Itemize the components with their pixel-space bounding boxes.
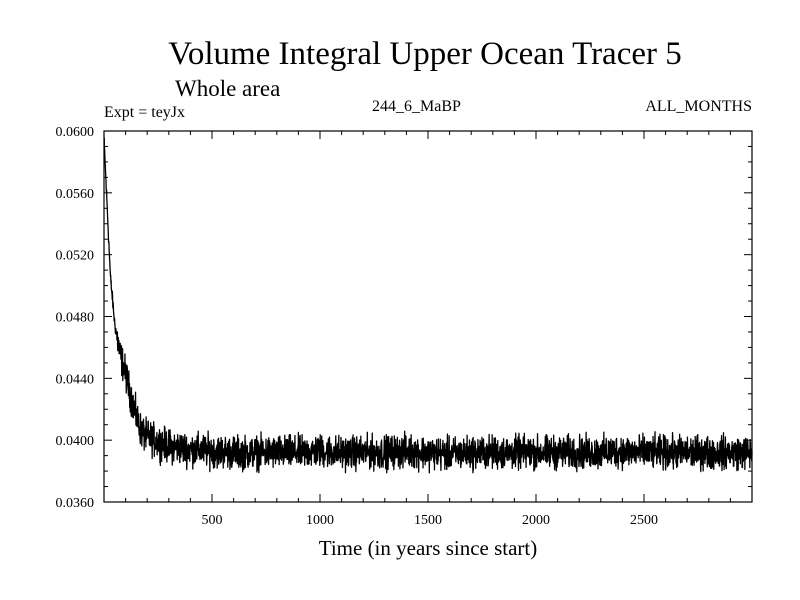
x-axis-label: Time (in years since start) [318, 536, 538, 560]
run-label: 244_6_MaBP [372, 98, 461, 115]
x-tick-label: 1000 [306, 513, 334, 528]
y-tick-label: 0.0440 [56, 372, 95, 387]
y-tick-label: 0.0520 [56, 249, 95, 264]
months-label: ALL_MONTHS [645, 98, 752, 115]
x-tick-label: 1500 [414, 513, 442, 528]
y-tick-label: 0.0600 [56, 125, 95, 140]
x-tick-label: 2000 [522, 513, 550, 528]
chart-subtitle: Whole area [175, 76, 281, 101]
y-tick-label: 0.0480 [56, 311, 95, 326]
chart-title: Volume Integral Upper Ocean Tracer 5 [168, 36, 682, 72]
x-tick-label: 2500 [630, 513, 658, 528]
tick-layer: 500 1000 1500 2000 2500 0.0360 0.0400 0.0440 0.0… [56, 125, 752, 528]
series-layer [103, 137, 753, 474]
y-tick-label: 0.0560 [56, 187, 95, 202]
plot-frame [103, 130, 753, 503]
experiment-label: Expt = teyJx [104, 104, 186, 121]
series-line [103, 137, 753, 474]
x-tick-label: 500 [202, 513, 223, 528]
y-tick-label: 0.0400 [56, 434, 95, 449]
y-tick-label: 0.0360 [56, 496, 95, 511]
